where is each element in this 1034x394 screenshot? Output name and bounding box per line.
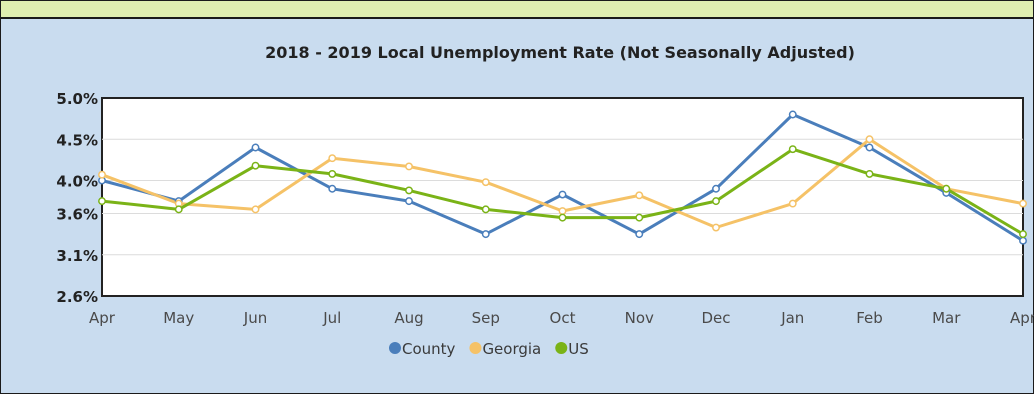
legend-swatch bbox=[555, 342, 568, 354]
data-point-us[interactable] bbox=[865, 169, 874, 178]
legend-label: County bbox=[402, 340, 456, 358]
data-point-us[interactable] bbox=[788, 145, 797, 154]
x-tick-label: May bbox=[163, 309, 194, 327]
x-tick-label: Nov bbox=[625, 309, 654, 327]
y-tick-label: 4.5% bbox=[56, 131, 98, 149]
data-point-us[interactable] bbox=[251, 161, 260, 170]
y-tick-label: 3.1% bbox=[56, 247, 98, 265]
data-point-us[interactable] bbox=[558, 213, 567, 222]
data-point-county[interactable] bbox=[712, 184, 720, 193]
legend-label: Georgia bbox=[482, 340, 541, 358]
x-tick-label: Jul bbox=[322, 309, 341, 327]
x-tick-label: Apr bbox=[89, 309, 116, 327]
y-tick-label: 4.0% bbox=[56, 173, 98, 191]
data-point-county[interactable] bbox=[405, 197, 413, 206]
data-point-county[interactable] bbox=[788, 110, 797, 119]
chart-title: 2018 - 2019 Local Unemployment Rate (Not… bbox=[265, 43, 855, 62]
data-point-us[interactable] bbox=[481, 205, 490, 214]
x-tick-label: Apr bbox=[1010, 309, 1034, 327]
data-point-georgia[interactable] bbox=[788, 199, 797, 208]
legend-label: US bbox=[568, 340, 589, 358]
data-point-us[interactable] bbox=[635, 213, 644, 222]
x-tick-label: Dec bbox=[701, 309, 730, 327]
y-tick-label: 2.6% bbox=[56, 288, 98, 306]
legend-swatch bbox=[469, 342, 482, 354]
data-point-county[interactable] bbox=[865, 143, 874, 152]
x-tick-label: Oct bbox=[550, 309, 576, 327]
data-point-county[interactable] bbox=[481, 230, 490, 239]
data-point-us[interactable] bbox=[174, 205, 183, 214]
data-point-us[interactable] bbox=[712, 197, 720, 206]
data-point-georgia[interactable] bbox=[251, 205, 260, 214]
x-tick-label: Jun bbox=[243, 309, 267, 327]
data-point-georgia[interactable] bbox=[328, 154, 337, 163]
x-tick-label: Aug bbox=[394, 309, 423, 327]
y-tick-label: 5.0% bbox=[56, 90, 98, 108]
data-point-county[interactable] bbox=[1019, 236, 1027, 245]
x-tick-label: Jan bbox=[780, 309, 804, 327]
data-point-county[interactable] bbox=[635, 230, 644, 239]
data-point-us[interactable] bbox=[328, 169, 337, 178]
data-point-county[interactable] bbox=[558, 190, 567, 199]
x-tick-label: Feb bbox=[856, 309, 883, 327]
data-point-us[interactable] bbox=[405, 186, 413, 195]
data-point-georgia[interactable] bbox=[635, 191, 644, 200]
data-point-county[interactable] bbox=[251, 143, 260, 152]
data-point-georgia[interactable] bbox=[481, 178, 490, 187]
data-point-georgia[interactable] bbox=[865, 135, 874, 144]
data-point-georgia[interactable] bbox=[558, 207, 567, 215]
x-tick-label: Mar bbox=[932, 309, 961, 327]
data-point-us[interactable] bbox=[1019, 230, 1027, 239]
data-point-georgia[interactable] bbox=[712, 223, 720, 232]
data-point-georgia[interactable] bbox=[98, 170, 106, 179]
legend-item-georgia[interactable]: Georgia bbox=[469, 340, 541, 358]
top-band bbox=[1, 1, 1033, 19]
data-point-county[interactable] bbox=[328, 184, 337, 193]
legend-swatch bbox=[389, 342, 401, 354]
x-tick-label: Sep bbox=[472, 309, 500, 327]
data-point-georgia[interactable] bbox=[1019, 199, 1027, 208]
y-tick-label: 3.6% bbox=[56, 206, 98, 224]
legend-item-county[interactable]: County bbox=[389, 340, 456, 358]
data-point-georgia[interactable] bbox=[405, 162, 413, 171]
data-point-us[interactable] bbox=[98, 197, 106, 206]
legend-item-us[interactable]: US bbox=[555, 340, 589, 358]
data-point-us[interactable] bbox=[942, 184, 951, 193]
